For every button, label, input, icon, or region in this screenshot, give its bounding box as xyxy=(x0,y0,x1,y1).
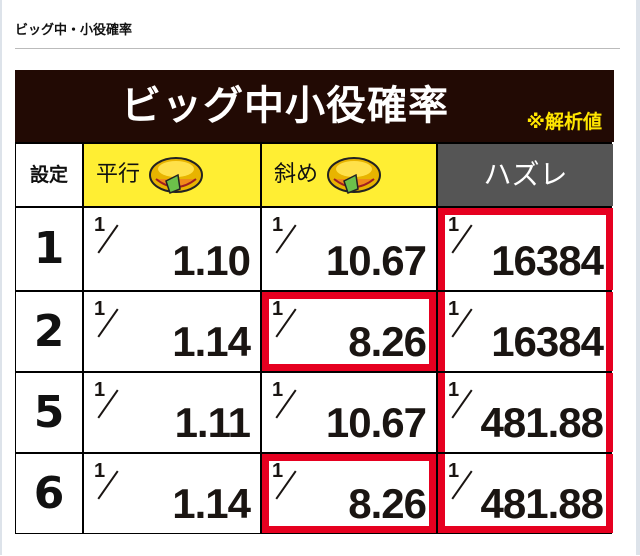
denominator: 16384 xyxy=(491,237,604,284)
numerator: 1 xyxy=(94,379,106,401)
denominator: 8.26 xyxy=(348,480,427,527)
numerator: 1 xyxy=(272,460,284,482)
bell-coin-icon xyxy=(149,157,204,194)
miss-probability-cell: 1 16384 xyxy=(438,208,613,290)
numerator: 1 xyxy=(448,460,460,482)
numerator: 1 xyxy=(94,214,106,236)
fraction-mark: 1 xyxy=(272,460,297,502)
denominator: 1.11 xyxy=(174,399,251,446)
header-parallel-label: 平行 xyxy=(96,162,141,187)
fraction-mark: 1 xyxy=(94,379,119,421)
table-title-band: ビッグ中小役確率 ※解析値 xyxy=(15,70,614,142)
diagonal-probability-cell: 1 10.67 xyxy=(262,208,436,290)
fraction-mark: 1 xyxy=(272,298,297,340)
fraction-mark: 1 xyxy=(448,379,473,421)
numerator: 1 xyxy=(448,214,460,236)
fraction-mark: 1 xyxy=(448,298,473,340)
fraction-mark: 1 xyxy=(272,379,297,421)
header-diagonal-label: 斜め xyxy=(274,162,319,187)
heading-divider xyxy=(15,48,620,49)
setting-cell: 1 xyxy=(16,208,82,290)
parallel-probability-cell: 1 1.14 xyxy=(84,454,260,533)
numerator: 1 xyxy=(448,379,460,401)
setting-cell: 2 xyxy=(16,292,82,371)
section-heading: ビッグ中・小役確率 xyxy=(15,23,133,38)
fraction-mark: 1 xyxy=(448,460,473,502)
denominator: 1.14 xyxy=(172,318,251,365)
numerator: 1 xyxy=(272,379,284,401)
setting-cell: 6 xyxy=(16,454,82,533)
denominator: 481.88 xyxy=(480,480,604,527)
bell-coin-icon xyxy=(327,157,382,194)
table-title: ビッグ中小役確率 xyxy=(121,83,449,129)
denominator: 1.10 xyxy=(172,237,251,284)
parallel-probability-cell: 1 1.11 xyxy=(84,373,260,452)
analysis-note: ※解析値 xyxy=(526,111,602,133)
miss-probability-cell: 1 481.88 xyxy=(438,454,613,533)
numerator: 1 xyxy=(272,298,284,320)
parallel-probability-cell: 1 1.14 xyxy=(84,292,260,371)
denominator: 481.88 xyxy=(480,399,604,446)
probability-table: ビッグ中小役確率 ※解析値 設定 平行 斜め ハズレ 1 1 1.10 1 10.67 1… xyxy=(15,70,614,534)
fraction-mark: 1 xyxy=(448,214,473,256)
denominator: 10.67 xyxy=(325,237,427,284)
denominator: 8.26 xyxy=(348,318,427,365)
diagonal-probability-cell: 1 10.67 xyxy=(262,373,436,452)
header-setting: 設定 xyxy=(16,144,82,206)
denominator: 1.14 xyxy=(172,480,251,527)
header-miss: ハズレ xyxy=(438,144,613,206)
fraction-mark: 1 xyxy=(94,460,119,502)
numerator: 1 xyxy=(272,214,284,236)
diagonal-probability-cell: 1 8.26 xyxy=(262,292,436,371)
fraction-mark: 1 xyxy=(94,214,119,256)
fraction-mark: 1 xyxy=(272,214,297,256)
setting-cell: 5 xyxy=(16,373,82,452)
fraction-mark: 1 xyxy=(94,298,119,340)
denominator: 16384 xyxy=(491,318,604,365)
denominator: 10.67 xyxy=(325,399,427,446)
miss-probability-cell: 1 481.88 xyxy=(438,373,613,452)
header-diagonal: 斜め xyxy=(262,144,436,206)
numerator: 1 xyxy=(94,298,106,320)
diagonal-probability-cell: 1 8.26 xyxy=(262,454,436,533)
parallel-probability-cell: 1 1.10 xyxy=(84,208,260,290)
numerator: 1 xyxy=(94,460,106,482)
header-parallel: 平行 xyxy=(84,144,260,206)
numerator: 1 xyxy=(448,298,460,320)
miss-probability-cell: 1 16384 xyxy=(438,292,613,371)
